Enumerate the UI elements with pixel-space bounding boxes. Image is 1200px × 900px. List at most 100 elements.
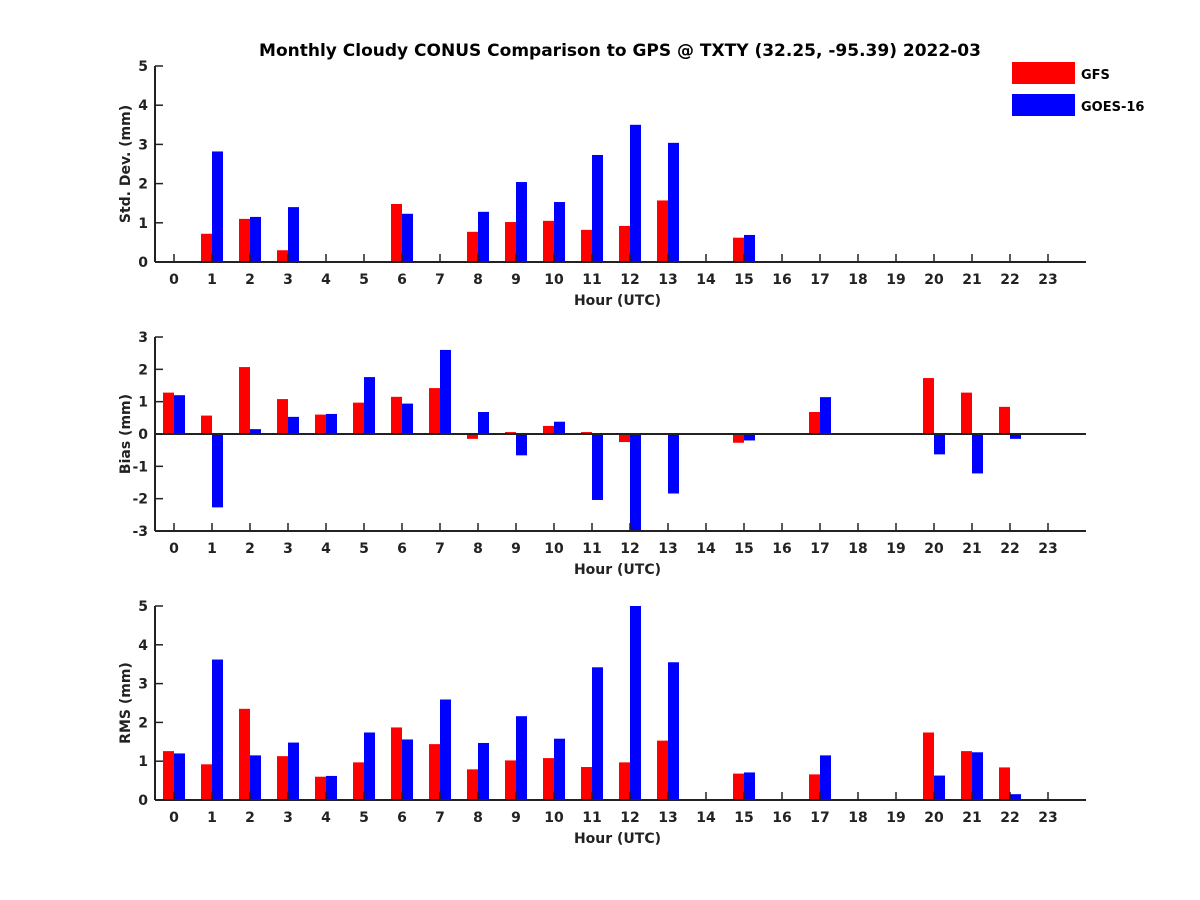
bar-std-dev-gfs-h10 bbox=[543, 220, 554, 262]
bar-bias-goes16-h7 bbox=[440, 349, 451, 434]
x-tick-label-std-dev: 2 bbox=[245, 272, 255, 288]
x-tick-label-rms: 12 bbox=[620, 810, 639, 826]
bar-rms-gfs-h22 bbox=[999, 767, 1010, 800]
x-tick-label-bias: 10 bbox=[544, 541, 564, 557]
bar-bias-gfs-h6 bbox=[391, 396, 402, 434]
x-tick-label-std-dev: 14 bbox=[696, 272, 716, 288]
x-tick-label-std-dev: 0 bbox=[169, 272, 179, 288]
bar-rms-goes16-h15 bbox=[744, 772, 755, 800]
x-tick-label-std-dev: 1 bbox=[207, 272, 217, 288]
x-tick-label-std-dev: 8 bbox=[473, 272, 483, 288]
bar-bias-goes16-h17 bbox=[820, 397, 831, 434]
x-tick-label-std-dev: 18 bbox=[848, 272, 867, 288]
x-tick-label-rms: 14 bbox=[696, 810, 716, 826]
x-tick-label-rms: 6 bbox=[397, 810, 407, 826]
bar-std-dev-gfs-h15 bbox=[733, 237, 744, 262]
y-tick-label-std-dev: 1 bbox=[138, 216, 148, 232]
x-tick-label-std-dev: 23 bbox=[1038, 272, 1057, 288]
bar-bias-gfs-h22 bbox=[999, 406, 1010, 434]
y-tick-label-rms: 5 bbox=[138, 599, 148, 615]
bar-bias-goes16-h1 bbox=[212, 434, 223, 508]
x-tick-label-bias: 18 bbox=[848, 541, 867, 557]
bar-bias-goes16-h8 bbox=[478, 412, 489, 434]
legend-swatch-goes16 bbox=[1012, 94, 1075, 116]
bar-rms-goes16-h21 bbox=[972, 752, 983, 800]
x-tick-label-rms: 2 bbox=[245, 810, 255, 826]
x-tick-label-std-dev: 20 bbox=[924, 272, 944, 288]
x-tick-label-std-dev: 6 bbox=[397, 272, 407, 288]
bar-rms-gfs-h10 bbox=[543, 758, 554, 800]
bar-bias-gfs-h15 bbox=[733, 434, 744, 443]
x-tick-label-bias: 0 bbox=[169, 541, 179, 557]
x-tick-label-rms: 20 bbox=[924, 810, 944, 826]
x-tick-label-bias: 7 bbox=[435, 541, 445, 557]
bar-std-dev-gfs-h2 bbox=[239, 218, 250, 262]
bar-rms-gfs-h0 bbox=[163, 751, 174, 800]
bar-rms-gfs-h15 bbox=[733, 773, 744, 800]
y-axis-label-std-dev: Std. Dev. (mm) bbox=[118, 105, 134, 223]
bar-rms-goes16-h17 bbox=[820, 755, 831, 800]
x-tick-label-std-dev: 19 bbox=[886, 272, 905, 288]
bar-rms-goes16-h1 bbox=[212, 659, 223, 800]
x-tick-label-bias: 15 bbox=[734, 541, 753, 557]
bar-bias-goes16-h22 bbox=[1010, 434, 1021, 439]
bar-rms-gfs-h21 bbox=[961, 751, 972, 800]
x-tick-label-bias: 6 bbox=[397, 541, 407, 557]
bar-std-dev-gfs-h1 bbox=[201, 233, 212, 262]
bar-std-dev-goes16-h8 bbox=[478, 211, 489, 262]
x-tick-label-std-dev: 21 bbox=[962, 272, 981, 288]
y-tick-label-rms: 3 bbox=[138, 677, 148, 693]
x-tick-label-rms: 16 bbox=[772, 810, 791, 826]
x-tick-label-bias: 3 bbox=[283, 541, 293, 557]
x-tick-label-bias: 19 bbox=[886, 541, 905, 557]
bar-std-dev-gfs-h12 bbox=[619, 225, 630, 262]
y-axis-label-rms: RMS (mm) bbox=[118, 662, 134, 744]
bar-rms-goes16-h10 bbox=[554, 738, 565, 800]
x-tick-label-rms: 5 bbox=[359, 810, 369, 826]
y-tick-label-std-dev: 0 bbox=[138, 255, 148, 271]
x-tick-label-std-dev: 11 bbox=[582, 272, 601, 288]
bar-bias-gfs-h20 bbox=[923, 378, 934, 434]
x-axis-label-std-dev: Hour (UTC) bbox=[574, 293, 661, 309]
bar-std-dev-gfs-h13 bbox=[657, 200, 668, 262]
y-tick-label-std-dev: 5 bbox=[138, 59, 148, 75]
x-tick-label-bias: 22 bbox=[1000, 541, 1019, 557]
bar-std-dev-gfs-h6 bbox=[391, 203, 402, 262]
bar-std-dev-gfs-h3 bbox=[277, 250, 288, 262]
x-tick-label-std-dev: 7 bbox=[435, 272, 445, 288]
bar-bias-gfs-h5 bbox=[353, 402, 364, 434]
x-tick-label-std-dev: 4 bbox=[321, 272, 331, 288]
bar-rms-goes16-h0 bbox=[174, 753, 185, 800]
y-tick-label-rms: 1 bbox=[138, 754, 148, 770]
bar-bias-goes16-h11 bbox=[592, 434, 603, 500]
y-tick-label-bias: 3 bbox=[138, 330, 148, 346]
bar-bias-gfs-h7 bbox=[429, 388, 440, 434]
y-tick-label-bias: -3 bbox=[132, 524, 148, 540]
x-tick-label-bias: 20 bbox=[924, 541, 944, 557]
bar-bias-goes16-h15 bbox=[744, 434, 755, 441]
x-tick-label-std-dev: 5 bbox=[359, 272, 369, 288]
legend-label-gfs: GFS bbox=[1081, 68, 1110, 83]
bar-rms-gfs-h12 bbox=[619, 762, 630, 800]
bar-rms-gfs-h17 bbox=[809, 774, 820, 800]
bar-bias-gfs-h1 bbox=[201, 415, 212, 434]
x-tick-label-rms: 13 bbox=[658, 810, 677, 826]
y-tick-label-std-dev: 4 bbox=[138, 98, 148, 114]
legend: GFS GOES-16 bbox=[1012, 62, 1144, 116]
x-tick-label-std-dev: 15 bbox=[734, 272, 753, 288]
bar-bias-goes16-h6 bbox=[402, 403, 413, 434]
bar-std-dev-gfs-h9 bbox=[505, 222, 516, 262]
x-tick-label-bias: 8 bbox=[473, 541, 483, 557]
bar-std-dev-goes16-h10 bbox=[554, 202, 565, 262]
bar-rms-gfs-h7 bbox=[429, 744, 440, 800]
bar-rms-goes16-h22 bbox=[1010, 794, 1021, 800]
bar-bias-goes16-h5 bbox=[364, 377, 375, 434]
x-tick-label-rms: 18 bbox=[848, 810, 867, 826]
bar-bias-gfs-h3 bbox=[277, 399, 288, 434]
x-tick-label-std-dev: 17 bbox=[810, 272, 829, 288]
y-tick-label-rms: 4 bbox=[138, 638, 148, 654]
bar-rms-gfs-h13 bbox=[657, 740, 668, 800]
